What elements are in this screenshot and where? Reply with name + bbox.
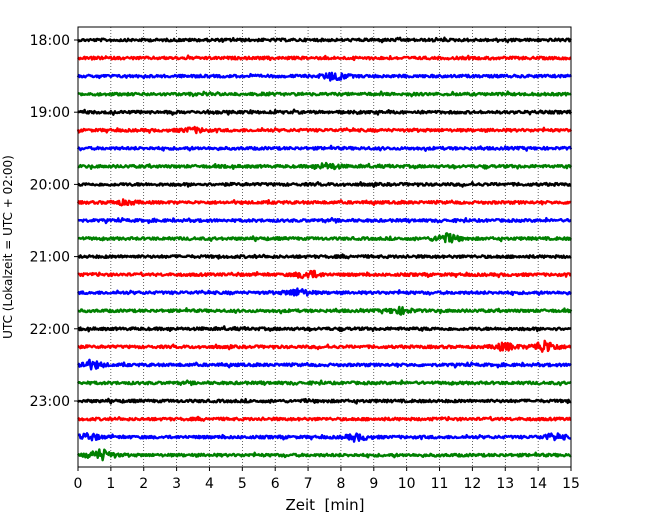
x-tick-label: 10 xyxy=(398,476,416,492)
x-axis-ticks: 0 1 2 3 4 5 6 7 8 9 10 11 12 13 14 15 xyxy=(74,467,580,492)
trace-20:00 xyxy=(76,181,572,188)
y-tick-label: 23:00 xyxy=(30,394,70,410)
trace-22:00 xyxy=(77,325,572,333)
x-tick-label: 14 xyxy=(529,476,547,492)
y-tick-label: 21:00 xyxy=(30,250,70,266)
trace-22:30 xyxy=(77,358,572,371)
x-tick-label: 15 xyxy=(562,476,580,492)
plot-frame xyxy=(77,26,572,468)
trace-20:30 xyxy=(77,216,572,225)
trace-19:30 xyxy=(76,144,573,152)
trace-21:15 xyxy=(77,269,572,280)
x-tick-label: 6 xyxy=(271,476,280,492)
trace-23:45 xyxy=(76,448,572,462)
x-tick-label: 9 xyxy=(369,476,378,492)
trace-19:15 xyxy=(76,125,573,135)
trace-18:30 xyxy=(76,71,573,82)
trace-18:45 xyxy=(77,90,572,98)
x-tick-label: 8 xyxy=(336,476,345,492)
y-tick-label: 18:00 xyxy=(30,33,70,49)
y-tick-label: 22:00 xyxy=(30,322,70,338)
trace-18:15 xyxy=(77,54,572,62)
x-tick-label: 13 xyxy=(496,476,514,492)
y-tick-label: 19:00 xyxy=(30,105,70,121)
x-axis-label: Zeit [min] xyxy=(285,496,364,514)
x-tick-label: 2 xyxy=(139,476,148,492)
trace-20:15 xyxy=(76,198,572,207)
plot-area xyxy=(78,27,571,467)
x-tick-label: 12 xyxy=(463,476,481,492)
trace-19:45 xyxy=(77,161,573,171)
x-tick-label: 5 xyxy=(238,476,247,492)
trace-23:15 xyxy=(77,415,572,422)
x-tick-label: 4 xyxy=(205,476,214,492)
y-axis-label: UTC (Lokalzeit = UTC + 02:00) xyxy=(1,155,15,339)
y-axis-ticks: 18:00 19:00 20:00 21:00 22:00 23:00 xyxy=(30,33,78,410)
trace-23:30 xyxy=(77,432,572,443)
seismic-traces xyxy=(76,36,573,462)
y-tick-label: 20:00 xyxy=(30,177,70,193)
x-tick-label: 3 xyxy=(172,476,181,492)
trace-20:45 xyxy=(77,232,573,244)
trace-21:45 xyxy=(77,305,573,316)
trace-23:00 xyxy=(76,397,572,405)
trace-18:00 xyxy=(76,36,572,44)
trace-21:30 xyxy=(76,287,573,297)
x-tick-label: 7 xyxy=(304,476,313,492)
x-tick-label: 0 xyxy=(74,476,83,492)
trace-21:00 xyxy=(77,253,572,260)
x-tick-label: 11 xyxy=(431,476,449,492)
x-tick-label: 1 xyxy=(106,476,115,492)
trace-22:45 xyxy=(77,379,572,387)
trace-22:15 xyxy=(77,339,572,353)
trace-19:00 xyxy=(77,108,573,116)
